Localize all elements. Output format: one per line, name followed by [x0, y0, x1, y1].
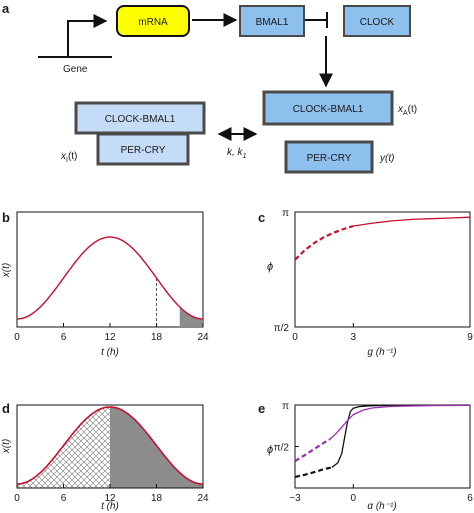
clock-box — [343, 5, 411, 37]
plot-e-series-1 — [331, 404, 471, 468]
panel-d-letter: d — [2, 401, 10, 416]
plot-e-series-2 — [294, 438, 331, 463]
xa-label: xA(t) — [397, 104, 417, 117]
plot-d-x-tick-label: 18 — [151, 493, 163, 504]
plot-e-xlabel: α (h⁻¹) — [367, 501, 396, 512]
plot-d-hatched-area — [17, 407, 110, 488]
plot-c-xlabel: g (h⁻¹) — [367, 347, 396, 358]
plot-e-ticks: −3 0 6 π π/2 — [274, 401, 473, 504]
panel-b-letter: b — [2, 210, 10, 225]
plot-b-shade — [179, 307, 203, 327]
plot-e-xtick-label: 6 — [467, 493, 473, 504]
plot-e-xtick-label: 0 — [351, 493, 357, 504]
plot-e-series-3 — [329, 404, 471, 440]
plot-d-x-tick-label: 24 — [197, 493, 209, 504]
plot-b-ylabel: x(t) — [1, 263, 12, 278]
plot-b-x-tick-label: 0 — [14, 332, 20, 343]
xi-label: xI(t) — [60, 151, 77, 164]
plot-e-ylabel: ϕ — [267, 444, 273, 456]
plot-d-xlabel: t (h) — [101, 501, 119, 512]
left-per-cry-label: PER-CRY — [121, 145, 166, 156]
plot-c-xtick-label: 3 — [351, 332, 357, 343]
bmal1-box — [239, 5, 305, 37]
plot-d-x-tick-label: 12 — [104, 493, 116, 504]
panel-a-letter: a — [2, 1, 10, 16]
plot-b-x-tick-label: 18 — [151, 332, 163, 343]
plot-b-x-tick-label: 24 — [197, 332, 209, 343]
bmal1-label: BMAL1 — [256, 17, 289, 28]
panel-e-letter: e — [258, 401, 265, 416]
plot-d-x-tick-label: 0 — [14, 493, 20, 504]
plot-c-series — [294, 216, 471, 261]
promoter-arrow — [67, 14, 108, 57]
plot-d-ylabel: x(t) — [1, 439, 12, 454]
per-cry-label: PER-CRY — [307, 153, 352, 164]
clock-bmal1-label: CLOCK-BMAL1 — [293, 104, 364, 115]
clock-label: CLOCK — [360, 17, 395, 28]
y-label: y(t) — [379, 153, 394, 164]
gene-label: Gene — [63, 64, 88, 75]
plot-d-curve — [16, 406, 204, 485]
plot-b-x-tick-label: 6 — [61, 332, 67, 343]
plot-e-frame — [294, 404, 471, 489]
plot-d-x-tick-label: 6 — [61, 493, 67, 504]
left-clock-bmal1-label: CLOCK-BMAL1 — [105, 114, 176, 125]
plot-b-x-tick-label: 12 — [104, 332, 116, 343]
plot-d-gray-area — [110, 407, 203, 488]
plot-d-xticks: 0 6 12 18 24 — [14, 484, 209, 504]
plot-b-xticks: 0 6 12 18 24 — [14, 323, 209, 343]
plot-c-ticks: 0 3 9 π π/2 — [274, 208, 473, 343]
mrna-label: mRNA — [138, 17, 168, 28]
plot-e-ytick-label: π/2 — [274, 443, 290, 454]
plot-e-series — [294, 404, 471, 478]
mrna-box — [116, 5, 190, 37]
plot-c-series-1 — [353, 216, 471, 227]
plot-c-series-0 — [294, 224, 354, 261]
plot-e-xtick-label: −3 — [289, 493, 301, 504]
plot-b-shaded-area — [179, 307, 203, 327]
left-per-cry-box — [96, 132, 190, 166]
plot-c-ylabel: ϕ — [267, 261, 273, 273]
clock-bmal1-box — [262, 90, 394, 126]
rate-label: k, k1 — [227, 147, 247, 160]
panel-c-letter: c — [258, 210, 265, 225]
plot-c-xtick-label: 0 — [292, 332, 298, 343]
plot-c-frame — [294, 211, 471, 328]
plot-b-frame — [16, 211, 204, 328]
plot-b-xlabel: t (h) — [101, 347, 119, 358]
plot-c-ytick-label: π — [282, 208, 289, 219]
plot-e-series-0 — [294, 466, 333, 478]
plot-c-ytick-label: π/2 — [274, 323, 290, 334]
plot-e-ytick-label: π — [282, 401, 289, 412]
plot-b-curve — [16, 236, 204, 320]
per-cry-box — [284, 140, 374, 174]
plot-c-xtick-label: 9 — [467, 332, 473, 343]
